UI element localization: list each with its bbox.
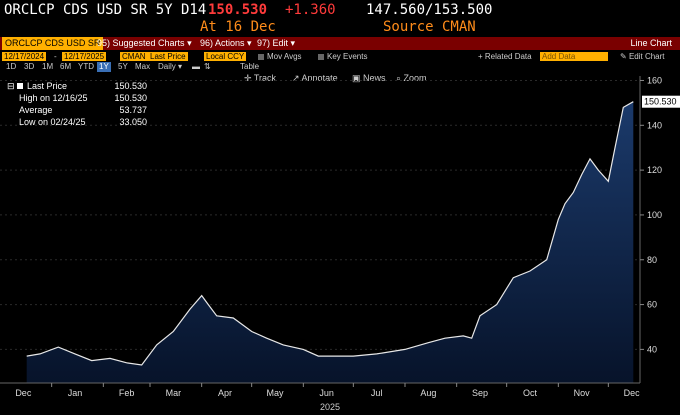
y-tick-label: 80 [647, 255, 657, 265]
x-tick-label: Mar [166, 388, 182, 398]
x-tick-label: Apr [218, 388, 232, 398]
y-tick-label: 120 [647, 165, 662, 175]
y-tick-label: 140 [647, 120, 662, 130]
frequency-select[interactable]: Daily ▾ [158, 62, 183, 71]
y-tick-label: 40 [647, 344, 657, 354]
legend-last-price: ⊟ Last Price 150.530 [7, 81, 147, 91]
legend-collapse-icon[interactable]: ⊟ [7, 81, 15, 91]
legend-average: Average 53.737 [19, 105, 147, 115]
edit-menu[interactable]: 97) Edit ▾ [257, 38, 296, 48]
price-field-select[interactable]: Last Price [148, 52, 188, 61]
x-axis: Dec Jan Feb Mar Apr May Jun Jul Aug Sep Oct Nov Dec [0, 382, 641, 398]
compare-icon[interactable]: ⇅ [204, 62, 211, 71]
legend-high: High on 12/16/25 150.530 [19, 93, 147, 103]
settings-bar: 12/17/2024 - 12/17/2025 CMAN Last Price … [0, 51, 680, 62]
price-chart[interactable]: 40 60 80 100 120 140 160 Dec Jan Feb Mar Apr May Jun… [0, 72, 680, 415]
period-5y[interactable]: 5Y [118, 62, 128, 71]
x-axis-title: 2025 [320, 402, 340, 412]
price-line [26, 101, 634, 366]
legend-low: Low on 02/24/25 33.050 [19, 117, 147, 127]
chart-type-label: Line Chart [630, 38, 672, 48]
quote-date: At 16 Dec [200, 19, 276, 35]
chart-legend: ⊟ Last Price 150.530 High on 12/16/25 15… [7, 80, 147, 128]
chart-toolbar: ✛ Track ↗ Annotate ▣ News ⌕ Zoom [0, 72, 640, 85]
zoom-tool[interactable]: ⌕ Zoom [396, 73, 427, 83]
period-bar: 1D 3D 1M 6M YTD 1Y 5Y Max Daily ▾ ▬ ⇅ Ta… [0, 62, 680, 72]
y-tick-label: 60 [647, 300, 657, 310]
legend-swatch [17, 83, 23, 89]
period-1m[interactable]: 1M [42, 62, 54, 71]
start-date-field[interactable]: 12/17/2024 [2, 52, 47, 61]
period-3d[interactable]: 3D [24, 62, 35, 71]
checkbox-icon [258, 53, 264, 60]
period-6m[interactable]: 6M [60, 62, 72, 71]
suggested-charts-menu[interactable]: 95) Suggested Charts ▾ [97, 38, 192, 48]
x-tick-label: Dec [15, 388, 32, 398]
period-1y[interactable]: 1Y [97, 62, 111, 72]
y-tick-label: 100 [647, 210, 662, 220]
end-date-field[interactable]: 12/17/2025 [62, 52, 107, 61]
related-data-menu[interactable]: + Related Data [478, 52, 532, 61]
last-value-label: 150.530 [642, 95, 680, 108]
annotate-tool[interactable]: ↗ Annotate [292, 73, 338, 83]
currency-select[interactable]: Local CCY [204, 52, 247, 61]
y-tick-label: 160 [647, 75, 662, 85]
ticker-title: ORCLCP CDS USD SR 5Y D14 [4, 2, 207, 18]
last-value-box [642, 95, 680, 108]
security-field[interactable]: ORCLCP CDS USD SR [2, 37, 104, 50]
y-axis: 40 60 80 100 120 140 160 [639, 75, 662, 383]
date-range-dash: - [54, 52, 57, 61]
news-tool[interactable]: ▣ News [352, 73, 386, 83]
period-1d[interactable]: 1D [6, 62, 17, 71]
bid-ask: 147.560/153.500 [366, 2, 493, 18]
x-tick-label: Aug [420, 388, 436, 398]
actions-menu[interactable]: 96) Actions ▾ [200, 38, 252, 48]
last-value-text: 150.530 [644, 97, 677, 107]
price-change: +1.360 [285, 2, 336, 18]
menu-bar: ORCLCP CDS USD SR 95) Suggested Charts ▾… [0, 37, 680, 50]
x-tick-label: Jun [319, 388, 334, 398]
price-area-fill [26, 101, 634, 383]
chart-grid [0, 79, 640, 350]
x-tick-label: Sep [472, 388, 488, 398]
add-data-input[interactable]: Add Data [540, 52, 608, 61]
quote-source: Source CMAN [383, 19, 476, 35]
edit-chart-button[interactable]: ✎ Edit Chart [620, 52, 665, 61]
x-tick-label: Jul [371, 388, 383, 398]
x-tick-label: Jan [68, 388, 83, 398]
x-tick-label: Oct [523, 388, 538, 398]
x-tick-label: Nov [574, 388, 591, 398]
table-button[interactable]: Table [240, 62, 260, 71]
period-max[interactable]: Max [135, 62, 151, 71]
period-ytd[interactable]: YTD [78, 62, 94, 71]
chart-style-icon[interactable]: ▬ [192, 62, 200, 71]
last-price: 150.530 [208, 2, 268, 18]
mov-avgs-toggle[interactable]: Mov Avgs [258, 52, 302, 61]
source-field[interactable]: CMAN [120, 52, 148, 61]
key-events-toggle[interactable]: Key Events [318, 52, 367, 61]
x-tick-label: Dec [624, 388, 641, 398]
x-tick-label: Feb [119, 388, 135, 398]
x-tick-label: May [266, 388, 284, 398]
checkbox-icon [318, 53, 324, 60]
quote-header: ORCLCP CDS USD SR 5Y D14 150.530 +1.360 … [0, 0, 680, 37]
track-tool[interactable]: ✛ Track [244, 73, 277, 83]
